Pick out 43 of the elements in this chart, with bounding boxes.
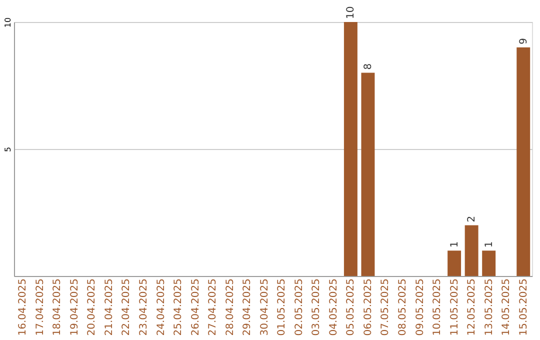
x-tick-label: 08.05.2025 [398, 278, 408, 336]
x-tick-label: 25.04.2025 [173, 278, 184, 336]
bar [464, 225, 478, 276]
x-tick-label: 27.04.2025 [208, 278, 219, 336]
x-tick-label: 26.04.2025 [190, 278, 202, 336]
y-tick-label: 5 [4, 146, 12, 152]
x-tick-label: 23.04.2025 [138, 278, 150, 336]
x-tick-label: 17.04.2025 [34, 278, 46, 336]
x-tick-label: 30.04.2025 [259, 278, 270, 336]
x-tick-label: 06.05.2025 [362, 278, 374, 336]
x-tick-label: 11.05.2025 [449, 278, 460, 336]
bar [516, 47, 530, 276]
x-tick-label: 13.05.2025 [484, 278, 495, 336]
data-label: 1 [449, 241, 460, 248]
data-label: 1 [484, 241, 495, 248]
bar [482, 250, 496, 276]
x-tick-label: 14.05.2025 [501, 278, 512, 336]
x-tick-label: 21.04.2025 [104, 278, 115, 336]
x-tick-label: 07.05.2025 [380, 278, 392, 336]
x-tick-label: 04.05.2025 [328, 278, 340, 336]
data-label: 2 [466, 216, 478, 222]
x-tick-label: 02.05.2025 [294, 278, 305, 336]
data-label: 10 [346, 6, 357, 19]
data-label: 8 [362, 63, 374, 70]
x-tick-label: 29.04.2025 [242, 278, 254, 336]
x-tick-label: 03.05.2025 [311, 278, 322, 336]
x-tick-label: 18.04.2025 [52, 278, 64, 336]
x-tick-label: 16.04.2025 [18, 278, 29, 336]
data-label: 9 [518, 38, 530, 44]
bar [344, 22, 358, 276]
x-tick-label: 01.05.2025 [276, 278, 288, 336]
x-tick-label: 12.05.2025 [466, 278, 478, 336]
x-tick-label: 28.04.2025 [224, 278, 236, 336]
x-tick-label: 15.05.2025 [518, 278, 530, 336]
bar [448, 250, 462, 276]
x-tick-label: 20.04.2025 [86, 278, 98, 336]
x-tick-label: 05.05.2025 [346, 278, 357, 336]
x-tick-label: 24.04.2025 [156, 278, 167, 336]
x-tick-label: 09.05.2025 [414, 278, 426, 336]
x-tick-label: 19.04.2025 [69, 278, 80, 336]
x-tick-label: 10.05.2025 [432, 278, 444, 336]
x-tick-label: 22.04.2025 [121, 278, 132, 336]
bar [361, 72, 375, 276]
